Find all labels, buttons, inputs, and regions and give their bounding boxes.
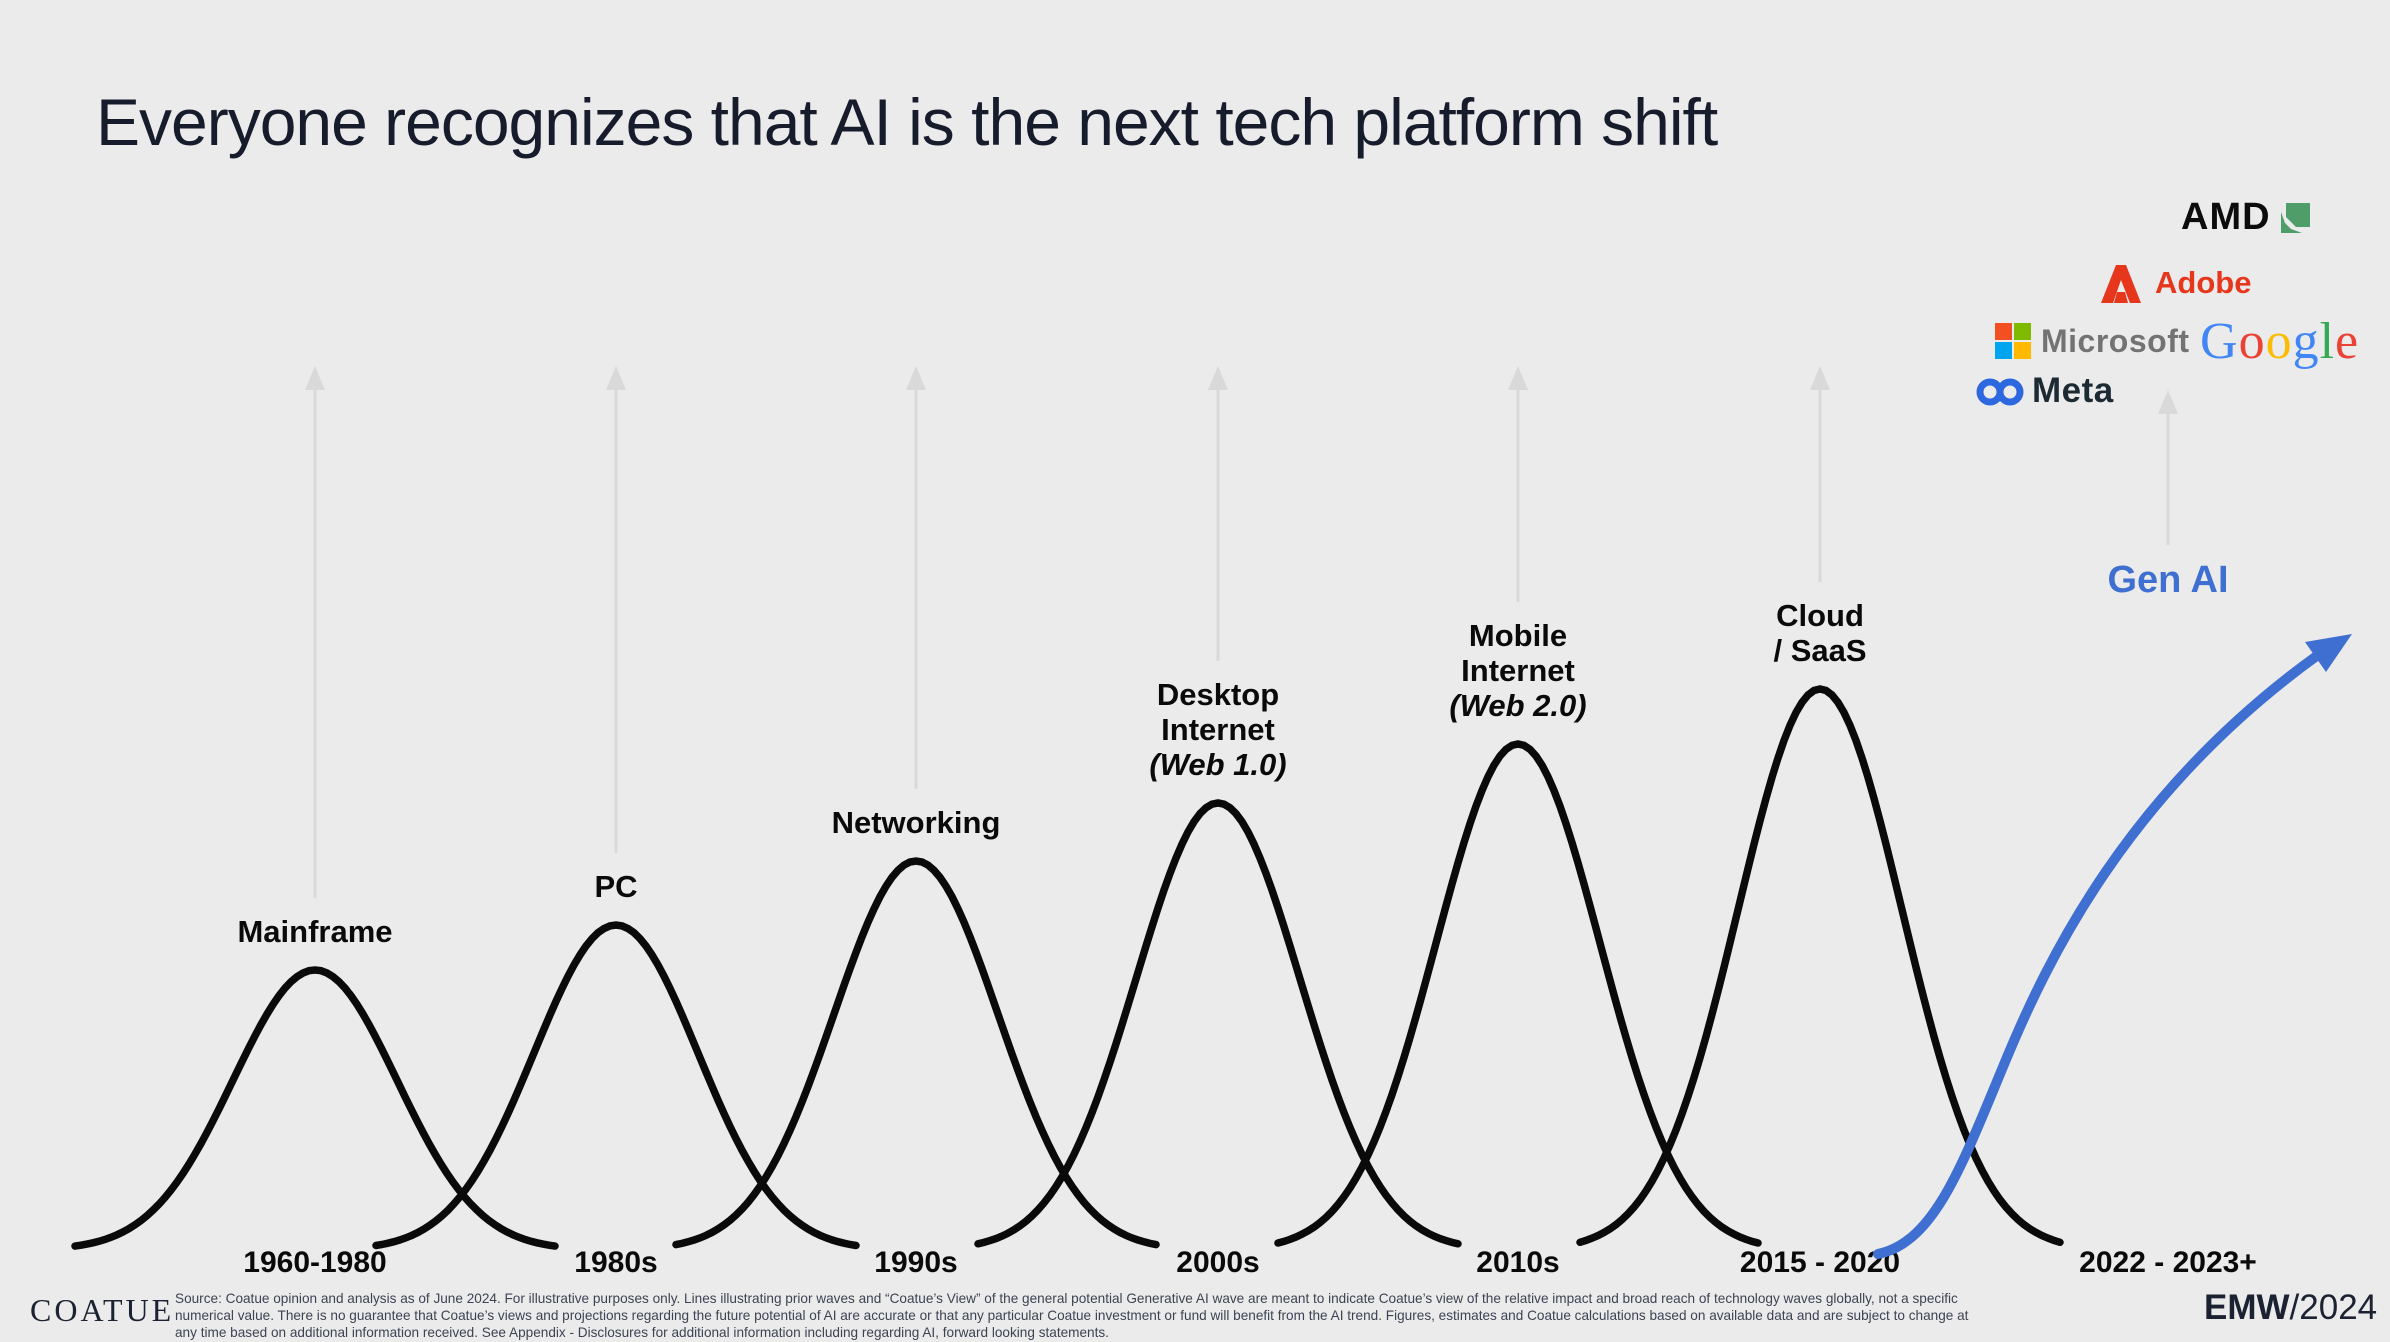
amd-arrow-icon xyxy=(2280,202,2310,233)
wave-curve xyxy=(372,921,860,1250)
adobe-a-icon xyxy=(2101,265,2141,303)
up-arrow-head-icon xyxy=(305,366,325,390)
wave-label: Mobile xyxy=(1469,618,1567,653)
wave-curve xyxy=(672,857,1160,1249)
wave-label: Internet xyxy=(1461,653,1575,688)
genai-arrowhead-icon xyxy=(2305,634,2352,672)
up-arrow-head-icon xyxy=(1810,366,1830,390)
slide-title: Everyone recognizes that AI is the next … xyxy=(96,85,1718,159)
axis-period-label: 2000s xyxy=(1176,1246,1259,1279)
coatue-wordmark: COATUE xyxy=(30,1292,175,1328)
wave-label: PC xyxy=(594,869,637,904)
slide-stamp: EMW/2024 xyxy=(2204,1288,2377,1328)
meta-logo: Meta xyxy=(1976,370,2114,412)
adobe-logo: Adobe xyxy=(2099,262,2251,304)
microsoft-logo-label: Microsoft xyxy=(2041,322,2190,359)
up-arrow-head-icon xyxy=(1508,366,1528,390)
wave-label: / SaaS xyxy=(1773,633,1866,668)
google-logo-letter: G xyxy=(2200,313,2239,370)
wave-label: (Web 2.0) xyxy=(1449,688,1586,723)
axis-period-label: 2022 - 2023+ xyxy=(2079,1246,2257,1279)
meta-infinity-icon xyxy=(1976,378,2024,406)
meta-logo-label: Meta xyxy=(2032,371,2114,410)
axis-period-label: 2010s xyxy=(1476,1246,1559,1279)
stamp-year: /2024 xyxy=(2289,1288,2378,1327)
disclaimer-text: Source: Coatue opinion and analysis as o… xyxy=(175,1290,1968,1341)
stamp-initials: EMW xyxy=(2204,1288,2290,1327)
wave-label: Internet xyxy=(1161,712,1275,747)
axis-period-label: 2015 - 2020 xyxy=(1740,1246,1900,1279)
wave-label: Mainframe xyxy=(237,914,392,949)
up-arrow-head-icon xyxy=(1208,366,1228,390)
google-logo-letter: o xyxy=(2238,313,2266,370)
disclaimer-line: Source: Coatue opinion and analysis as o… xyxy=(175,1291,1958,1306)
up-arrow-head-icon xyxy=(606,366,626,390)
axis-period-label: 1980s xyxy=(574,1246,657,1279)
up-arrow-head-icon xyxy=(2158,390,2178,414)
microsoft-squares-icon xyxy=(1995,323,2031,359)
wave-curve xyxy=(974,799,1462,1248)
wave-curve xyxy=(1576,685,2064,1247)
wave-curve xyxy=(71,966,559,1250)
amd-logo: AMD xyxy=(2181,196,2313,239)
wave-label: Cloud xyxy=(1776,598,1864,633)
adobe-logo-label: Adobe xyxy=(2155,265,2252,300)
up-arrow-head-icon xyxy=(906,366,926,390)
google-logo-letter: g xyxy=(2292,313,2320,370)
disclaimer-line: numerical value. There is no guarantee t… xyxy=(175,1308,1969,1323)
wave-label: (Web 1.0) xyxy=(1149,747,1286,782)
google-logo-letter: l xyxy=(2319,313,2336,370)
wave-label: Networking xyxy=(832,805,1001,840)
disclaimer-line: any time based on additional information… xyxy=(175,1325,1109,1340)
genai-label: Gen AI xyxy=(2107,559,2228,601)
amd-logo-label: AMD xyxy=(2181,196,2271,238)
axis-period-label: 1960-1980 xyxy=(243,1246,386,1279)
wave-curve xyxy=(1274,740,1762,1247)
google-logo-letter: e xyxy=(2335,313,2360,370)
microsoft-logo: Microsoft xyxy=(1994,322,2190,360)
wave-label: Desktop xyxy=(1157,677,1279,712)
genai-curve xyxy=(1873,650,2323,1259)
google-logo-letter: o xyxy=(2265,313,2293,370)
axis-period-label: 1990s xyxy=(874,1246,957,1279)
